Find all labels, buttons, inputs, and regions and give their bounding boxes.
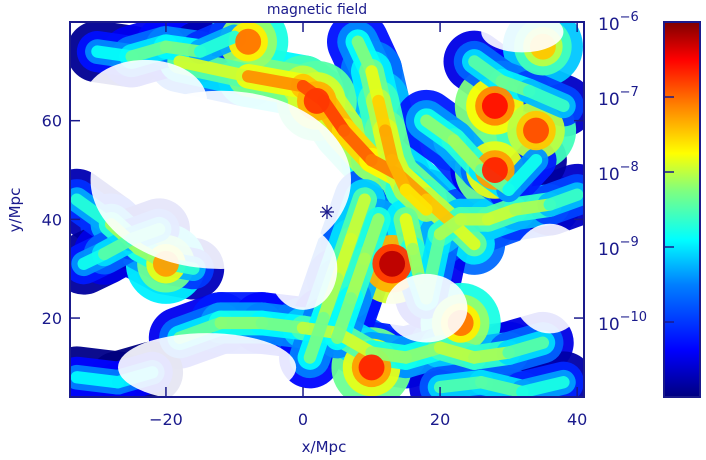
filament-segment bbox=[344, 193, 371, 246]
filament-segment bbox=[543, 188, 584, 211]
filament-segment bbox=[242, 70, 310, 93]
plot-frame bbox=[69, 21, 585, 398]
field-clump bbox=[358, 354, 385, 381]
filament-segment bbox=[337, 124, 378, 167]
filament-segment bbox=[523, 84, 570, 113]
void-region bbox=[385, 273, 468, 343]
axes: −20 0 20 40 20 40 60 bbox=[42, 22, 587, 429]
filament-segment bbox=[303, 311, 330, 364]
filament-segment bbox=[502, 336, 550, 359]
field-clump bbox=[235, 28, 262, 55]
filament-segment bbox=[344, 252, 371, 305]
filament-segment bbox=[255, 316, 310, 335]
filament-segment bbox=[331, 292, 358, 344]
y-tick-label: 60 bbox=[42, 112, 62, 131]
colorbar-tick-label: 10−10 bbox=[598, 310, 647, 335]
x-tick-label: 0 bbox=[298, 410, 308, 429]
filament-segment bbox=[317, 272, 344, 325]
field-clump bbox=[481, 157, 508, 183]
y-tick-label: 40 bbox=[42, 210, 62, 229]
colorbar-tick-label: 10−6 bbox=[598, 10, 639, 35]
filament-segment bbox=[331, 232, 358, 285]
x-tick-label: 20 bbox=[430, 410, 450, 429]
filament-segment bbox=[502, 153, 543, 196]
colorbar-tick-label: 10−8 bbox=[598, 160, 639, 185]
asterisk-marker bbox=[320, 204, 334, 219]
magnetic-field-map bbox=[70, 22, 584, 397]
void-region bbox=[508, 223, 584, 334]
filament-segment bbox=[70, 371, 125, 389]
filament-segment bbox=[433, 376, 488, 394]
colorbar-tick-label: 10−7 bbox=[598, 85, 639, 110]
x-axis-label: x/Mpc bbox=[302, 438, 347, 456]
field-clump bbox=[481, 92, 508, 119]
y-tick-label: 20 bbox=[42, 309, 62, 328]
void-region bbox=[268, 227, 338, 310]
colorbar-ticks: 10−6 10−7 10−8 10−9 10−10 bbox=[598, 10, 674, 335]
filament-segment bbox=[516, 376, 570, 397]
field-clump bbox=[523, 117, 549, 144]
void-region bbox=[83, 59, 208, 143]
asterisk-stroke bbox=[321, 206, 333, 218]
x-tick-label: −20 bbox=[149, 410, 183, 429]
filament-segment bbox=[358, 213, 385, 266]
field-clump bbox=[303, 87, 330, 114]
y-axis-label: y/Mpc bbox=[6, 188, 24, 233]
filament-segment bbox=[475, 376, 529, 397]
filament-segment bbox=[399, 183, 433, 216]
void-region bbox=[118, 333, 297, 397]
void-region bbox=[481, 22, 564, 53]
colorbar bbox=[663, 21, 701, 398]
chart-title: magnetic field bbox=[267, 2, 367, 18]
colorbar-tick-label: 10−9 bbox=[598, 235, 639, 260]
field-clump bbox=[379, 250, 406, 277]
filament-segment bbox=[447, 134, 488, 177]
filament-segment bbox=[173, 55, 255, 83]
x-tick-label: 40 bbox=[567, 410, 587, 429]
filament-segment bbox=[194, 30, 241, 58]
